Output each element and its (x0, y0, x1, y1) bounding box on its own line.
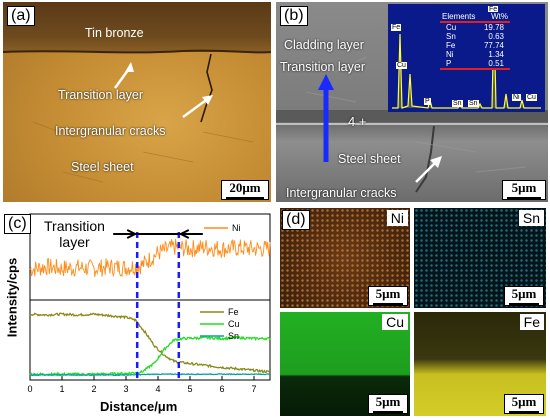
line-scan-chart: 0 1 2 3 4 5 6 7 Ni Fe Cu Sn (27, 213, 271, 394)
panel-a-scale-text: 20μm (229, 180, 261, 195)
x-axis-label: Distance/μm (100, 399, 178, 414)
eds-peak-sn-1: Sn (452, 100, 463, 107)
panel-c-line-scan: 0 1 2 3 4 5 6 7 Ni Fe Cu Sn (c) Transition layer I… (0, 206, 274, 418)
map-element-label: Sn (518, 210, 544, 226)
eds-spectrum-plot (392, 11, 541, 109)
x-tick-label: 4 (155, 384, 160, 394)
eds-map-cu: Cu 5μm (280, 312, 410, 416)
series-line-ni (29, 238, 271, 278)
point-4-label: 4 + (348, 114, 367, 129)
legend-label-fe: Fe (228, 307, 239, 317)
x-tick-label: 6 (219, 384, 224, 394)
eds-peak-p: P (424, 98, 431, 105)
legend-label-cu: Cu (228, 319, 240, 329)
panel-b-texture (276, 56, 548, 193)
series-line-sn (29, 373, 271, 377)
panel-d-label: (d) (282, 210, 310, 230)
panel-c-label: (c) (4, 214, 31, 234)
eds-row: Fe 77.74 (446, 41, 504, 50)
x-tick-label: 7 (251, 384, 256, 394)
map-element-label: Fe (519, 314, 544, 330)
map-element-label: Cu (382, 314, 408, 330)
map-scale-bar: 5μm (504, 394, 544, 414)
x-tick-label: 3 (123, 384, 128, 394)
x-tick-label: 5 (187, 384, 192, 394)
eds-composition-table: Elements Wt% Cu 19.78 Sn 0.63 Fe 77.74 Ni 1.… (440, 12, 510, 70)
panel-b-scale-bar: 5μm (502, 180, 546, 200)
steel-sheet-label-b: Steel sheet (338, 152, 401, 166)
eds-peak-cu-2: Cu (526, 94, 537, 101)
eds-row: Sn 0.63 (446, 32, 504, 41)
eds-spectrum-inset: Fe Cu P Sn Sn Fe Ni Cu Elements Wt% Cu 19… (388, 4, 545, 112)
series-line-fe (29, 312, 271, 374)
eds-row: Ni 1.34 (446, 50, 504, 59)
legend-label-sn: Sn (228, 331, 239, 341)
panel-a-micrograph: (a) Tin bronze Transition layer Intergra… (3, 2, 271, 202)
transition-layer-label-b: Transition layer (280, 60, 365, 74)
legend-label-ni: Ni (232, 223, 241, 233)
panel-a-scale-bar: 20μm (221, 180, 269, 200)
map-scale-bar: 5μm (504, 286, 544, 306)
eds-peak-fe-2: Fe (488, 6, 499, 13)
eds-header-elements: Elements (442, 12, 476, 21)
tin-bronze-region (3, 2, 271, 52)
panel-b-label: (b) (280, 6, 308, 26)
eds-map-ni: Ni 5μm (280, 208, 410, 308)
x-tick-label: 0 (27, 384, 32, 394)
eds-header-wt: Wt% (491, 12, 508, 21)
panel-b-sem: Fe Cu P Sn Sn Fe Ni Cu Elements Wt% Cu 19… (276, 2, 548, 202)
intergranular-cracks-label: Intergranular cracks (55, 124, 166, 138)
panel-d-eds-maps: Ni 5μm Sn 5μm Cu 5μm Fe 5μm (d) (278, 206, 548, 418)
tin-bronze-label: Tin bronze (85, 26, 144, 40)
panel-a-label: (a) (7, 6, 35, 26)
series-line-cu (29, 335, 271, 377)
element-plot-frame (29, 299, 271, 381)
eds-row: P 0.51 (440, 59, 510, 70)
map-element-label: Ni (386, 210, 408, 226)
eds-map-sn: Sn 5μm (414, 208, 546, 308)
eds-map-fe: Fe 5μm (414, 312, 546, 416)
map-scale-bar: 5μm (368, 286, 408, 306)
x-tick-label: 1 (59, 384, 64, 394)
eds-peak-ni: Ni (512, 94, 521, 101)
cladding-layer-label: Cladding layer (284, 38, 364, 52)
eds-peak-sn-2: Sn (468, 100, 479, 107)
eds-peak-cu-1: Cu (396, 62, 407, 69)
panel-a-grain-texture (3, 49, 271, 183)
eds-peak-fe-1: Fe (391, 24, 402, 31)
transition-layer-label: Transition layer (58, 88, 143, 102)
eds-row: Cu 19.78 (446, 23, 504, 32)
map-scale-bar: 5μm (368, 394, 408, 414)
panel-b-scale-text: 5μm (511, 180, 537, 195)
transition-width-arrows (113, 229, 203, 239)
steel-sheet-label: Steel sheet (71, 160, 134, 174)
y-axis-label: Intensity/cps (4, 257, 20, 338)
transition-layer-annotation: Transition layer (44, 218, 105, 250)
intergranular-cracks-label-b: Intergranular cracks (286, 186, 397, 200)
x-tick-label: 2 (91, 384, 96, 394)
